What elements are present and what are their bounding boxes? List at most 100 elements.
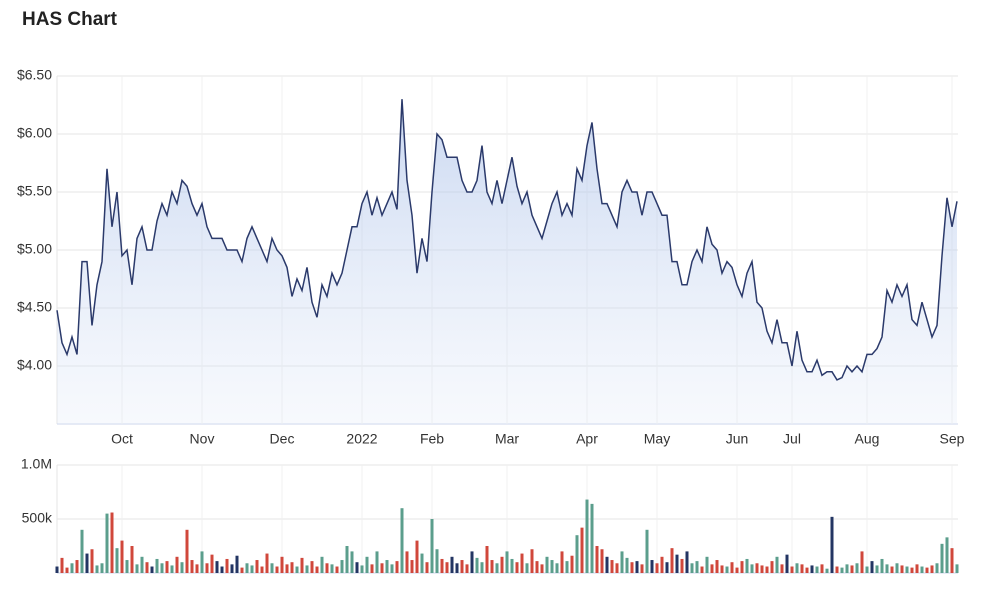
volume-bar — [355, 562, 359, 573]
volume-bar — [715, 560, 719, 573]
x-tick-label: Mar — [495, 431, 519, 447]
volume-bar — [820, 564, 824, 573]
volume-bar — [265, 553, 269, 573]
volume-bar — [445, 562, 449, 573]
volume-bar — [140, 556, 144, 573]
volume-bar — [835, 566, 839, 573]
volume-bar — [155, 558, 159, 573]
volume-bar — [285, 564, 289, 573]
volume-bar — [935, 563, 939, 573]
price-line — [56, 99, 958, 381]
volume-bar — [830, 516, 834, 573]
volume-bar — [220, 566, 224, 573]
volume-bar — [150, 566, 154, 573]
volume-bar — [525, 563, 529, 573]
y-tick-label: $6.50 — [17, 67, 52, 83]
volume-bar — [615, 563, 619, 573]
volume-bar — [270, 563, 274, 573]
x-tick-label: 2022 — [346, 431, 377, 447]
volume-bar — [635, 561, 639, 573]
volume-bar — [950, 548, 954, 573]
volume-bar — [210, 554, 214, 573]
volume-bar — [665, 562, 669, 573]
x-tick-label: Dec — [270, 431, 295, 447]
volume-bar — [550, 560, 554, 573]
volume-bar — [460, 560, 464, 573]
volume-bar — [655, 563, 659, 573]
volume-bar — [845, 564, 849, 573]
volume-bar — [905, 566, 909, 573]
volume-bar — [810, 565, 814, 573]
volume-bar — [450, 556, 454, 573]
volume-bar — [330, 564, 334, 573]
volume-bar — [910, 567, 914, 573]
volume-bar — [755, 563, 759, 573]
x-tick-label: Oct — [111, 431, 133, 447]
volume-bar — [885, 564, 889, 573]
volume-bar — [545, 556, 549, 573]
volume-bar — [340, 560, 344, 573]
volume-bar — [790, 566, 794, 573]
volume-bar — [380, 563, 384, 573]
volume-bar — [490, 560, 494, 573]
volume-bar — [435, 549, 439, 573]
volume-bar — [685, 551, 689, 573]
volume-bar — [240, 567, 244, 573]
volume-bar — [580, 527, 584, 573]
volume-bar — [385, 560, 389, 573]
volume-bar — [535, 561, 539, 573]
volume-bar — [255, 560, 259, 573]
volume-bar — [415, 540, 419, 573]
volume-bar — [505, 551, 509, 573]
volume-bar — [865, 566, 869, 573]
volume-bar — [520, 553, 524, 573]
volume-bar — [350, 551, 354, 573]
volume-bar — [440, 558, 444, 573]
volume-bar — [80, 529, 84, 573]
volume-bar — [540, 564, 544, 573]
volume-bar — [575, 535, 579, 573]
y-tick-label: 500k — [22, 510, 53, 526]
volume-bar — [205, 563, 209, 573]
volume-bar — [760, 565, 764, 573]
volume-bar — [180, 562, 184, 573]
y-tick-label: $4.50 — [17, 299, 52, 315]
volume-bar — [295, 566, 299, 573]
volume-bar — [920, 566, 924, 573]
volume-bar — [160, 563, 164, 573]
volume-bar — [275, 566, 279, 573]
volume-bar — [195, 564, 199, 573]
volume-bar — [395, 561, 399, 573]
volume-bar — [185, 529, 189, 573]
volume-bar — [590, 503, 594, 573]
y-tick-label: $5.00 — [17, 241, 52, 257]
volume-bar — [585, 499, 589, 573]
volume-bar — [105, 513, 109, 573]
volume-bar — [375, 551, 379, 573]
volume-bar — [840, 567, 844, 573]
volume-bar — [600, 549, 604, 573]
volume-bar — [300, 557, 304, 573]
volume-bar — [695, 561, 699, 573]
volume-bar — [875, 565, 879, 573]
volume-bar — [605, 556, 609, 573]
volume-bar — [595, 546, 599, 573]
y-tick-label: $5.50 — [17, 183, 52, 199]
volume-bar — [890, 566, 894, 573]
volume-bar — [430, 519, 434, 573]
y-tick-label: 1.0M — [21, 456, 52, 472]
volume-bar — [945, 537, 949, 573]
volume-bar — [780, 564, 784, 573]
volume-bar — [390, 564, 394, 573]
volume-bar — [850, 565, 854, 573]
volume-bar — [560, 551, 564, 573]
volume-bar — [95, 565, 99, 573]
volume-bar — [940, 543, 944, 573]
volume-bar — [500, 556, 504, 573]
volume-bar — [170, 565, 174, 573]
volume-bar — [720, 565, 724, 573]
volume-bar — [115, 548, 119, 573]
volume-bar — [90, 549, 94, 573]
volume-bar — [250, 565, 254, 573]
volume-bar — [855, 563, 859, 573]
